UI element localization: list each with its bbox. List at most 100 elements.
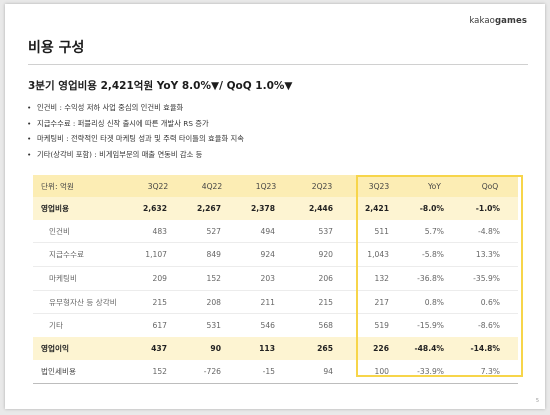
table-cell: -36.8%	[407, 266, 462, 291]
row-label: 지급수수료	[33, 242, 131, 268]
table-cell: 2,421	[351, 197, 407, 220]
table-row: 영업이익 437 90 113 265 226 -48.4% -14.8%	[33, 337, 518, 360]
table-row: 지급수수료 1,107 849 924 920 1,043 -5.8% 13.3…	[33, 242, 518, 268]
table-cell: 152	[185, 266, 239, 291]
table-cell: 849	[185, 242, 239, 268]
table-cell: 208	[185, 290, 239, 315]
bullet-dot-icon: •	[27, 149, 32, 159]
page-number: 5	[535, 398, 539, 404]
table-cell: 152	[131, 359, 185, 384]
table-cell: 546	[260, 321, 276, 331]
table-cell: 265	[293, 337, 351, 360]
page-title: 비용 구성	[28, 40, 85, 56]
table-cell: 2,632	[131, 197, 185, 220]
table-cell: 2,267	[185, 197, 239, 220]
row-label: 영업이익	[33, 337, 131, 360]
table-cell: 617	[152, 321, 168, 331]
row-label: 유무형자산 등 상각비	[33, 290, 131, 315]
table-cell: 2,378	[239, 197, 293, 220]
table-cell: 483	[131, 219, 185, 244]
table-cell: 531	[206, 321, 222, 331]
table-cell: 203	[239, 266, 293, 291]
slide: kakaogames 비용 구성 3분기 영업비용 2,421억원 YoY 8.…	[5, 4, 545, 409]
bullet-text: 인건비 : 수익성 저하 사업 중심의 인건비 효율화	[37, 103, 184, 112]
table-cell: -1.0%	[462, 197, 518, 220]
table-cell: 1,043	[351, 242, 407, 268]
row-label: 마케팅비	[33, 266, 131, 291]
table-cell: 94	[293, 359, 351, 384]
table-cell: -14.8%	[462, 337, 518, 360]
bullet-item: • 마케팅비 : 전략적인 타겟 마케팅 성과 및 주력 타이틀의 효율화 지속	[27, 131, 244, 147]
table-row: 영업비용 2,632 2,267 2,378 2,446 2,421 -8.0%…	[33, 197, 518, 220]
table-cell: 211	[239, 290, 293, 315]
table-cell: 537	[293, 219, 351, 244]
table-cell: 920	[293, 242, 351, 268]
row-label: 기타	[49, 321, 63, 331]
bullet-text: 기타(상각비 포함) : 비게임부문의 매출 연동비 감소 등	[37, 149, 203, 159]
bullet-dot-icon: •	[27, 134, 32, 144]
table-cell: 132	[351, 266, 407, 291]
table-cell: 113	[239, 337, 293, 360]
table-cell: -5.8%	[407, 242, 462, 268]
table-row: 기타 617 531 546 568 519 -15.9% -8.6%	[33, 314, 518, 337]
column-header: 3Q23	[351, 175, 407, 197]
bullet-list: • 인건비 : 수익성 저하 사업 중심의 인건비 효율화 • 지급수수료 : 퍼블…	[27, 100, 244, 162]
bullet-dot-icon: •	[27, 118, 32, 128]
table-cell: 437	[131, 337, 185, 360]
bullet-item: • 기타(상각비 포함) : 비게임부문의 매출 연동비 감소 등	[27, 147, 244, 163]
table-cell: 5.7%	[407, 219, 462, 244]
table-cell: 924	[239, 242, 293, 268]
table-cell: -48.4%	[407, 337, 462, 360]
table-cell: 511	[351, 219, 407, 244]
table-cell: 2,446	[293, 197, 351, 220]
table-cell: 568	[318, 321, 334, 331]
table-cell: -35.9%	[462, 266, 518, 291]
table-row: 유무형자산 등 상각비 215 208 211 215 217 0.8% 0.6…	[33, 290, 518, 315]
logo-suffix: games	[494, 16, 527, 26]
table-cell: 7.3%	[462, 359, 518, 384]
table-cell: 1,107	[131, 242, 185, 268]
title-divider	[28, 64, 528, 65]
table-cell: -8.0%	[407, 197, 462, 220]
table-cell: -726	[185, 359, 239, 384]
column-header: 4Q22	[185, 175, 239, 197]
headline: 3분기 영업비용 2,421억원 YoY 8.0%▼/ QoQ 1.0%▼	[28, 80, 293, 92]
table-cell: -33.9%	[407, 359, 462, 384]
logo-prefix: kakao	[469, 16, 495, 26]
row-label: 영업비용	[33, 197, 131, 220]
bullet-dot-icon: •	[27, 103, 32, 112]
column-header: 1Q23	[239, 175, 293, 197]
table-row: 마케팅비 209 152 203 206 132 -36.8% -35.9%	[33, 266, 518, 291]
table-cell: -15	[239, 359, 293, 384]
column-header: 3Q22	[131, 175, 185, 197]
unit-label: 단위: 억원	[33, 175, 131, 197]
table-row: 인건비 483 527 494 537 511 5.7% -4.8%	[33, 219, 518, 244]
table-cell: 0.8%	[407, 290, 462, 315]
cost-table: 단위: 억원 3Q22 4Q22 1Q23 2Q23 3Q23 YoY QoQ …	[33, 175, 518, 384]
table-cell: 13.3%	[462, 242, 518, 268]
table-cell: 215	[131, 290, 185, 315]
table-cell: 206	[293, 266, 351, 291]
table-cell: 215	[293, 290, 351, 315]
row-label: 법인세비용	[33, 359, 131, 384]
table-cell: -4.8%	[462, 219, 518, 244]
table-cell: 0.6%	[462, 290, 518, 315]
table-cell: 90	[185, 337, 239, 360]
table-cell: 494	[239, 219, 293, 244]
table-cell: 217	[351, 290, 407, 315]
table-cell: 100	[351, 359, 407, 384]
table-cell: 226	[351, 337, 407, 360]
table-cell: 519	[374, 321, 390, 331]
table-cell: -15.9%	[417, 321, 444, 331]
column-header: QoQ	[462, 175, 518, 197]
table-cell: 527	[185, 219, 239, 244]
bullet-text: 마케팅비 : 전략적인 타겟 마케팅 성과 및 주력 타이틀의 효율화 지속	[37, 134, 244, 144]
kakao-games-logo: kakaogames	[469, 16, 527, 26]
table-cell: -8.6%	[477, 321, 500, 331]
table-header-row: 단위: 억원 3Q22 4Q22 1Q23 2Q23 3Q23 YoY QoQ	[33, 175, 518, 197]
table-cell: 209	[131, 266, 185, 291]
table-row: 법인세비용 152 -726 -15 94 100 -33.9% 7.3%	[33, 359, 518, 384]
bullet-text: 지급수수료 : 퍼블리싱 신작 출시에 따른 개발사 RS 증가	[37, 118, 209, 128]
row-label: 인건비	[33, 219, 131, 244]
bullet-item: • 인건비 : 수익성 저하 사업 중심의 인건비 효율화	[27, 100, 244, 116]
